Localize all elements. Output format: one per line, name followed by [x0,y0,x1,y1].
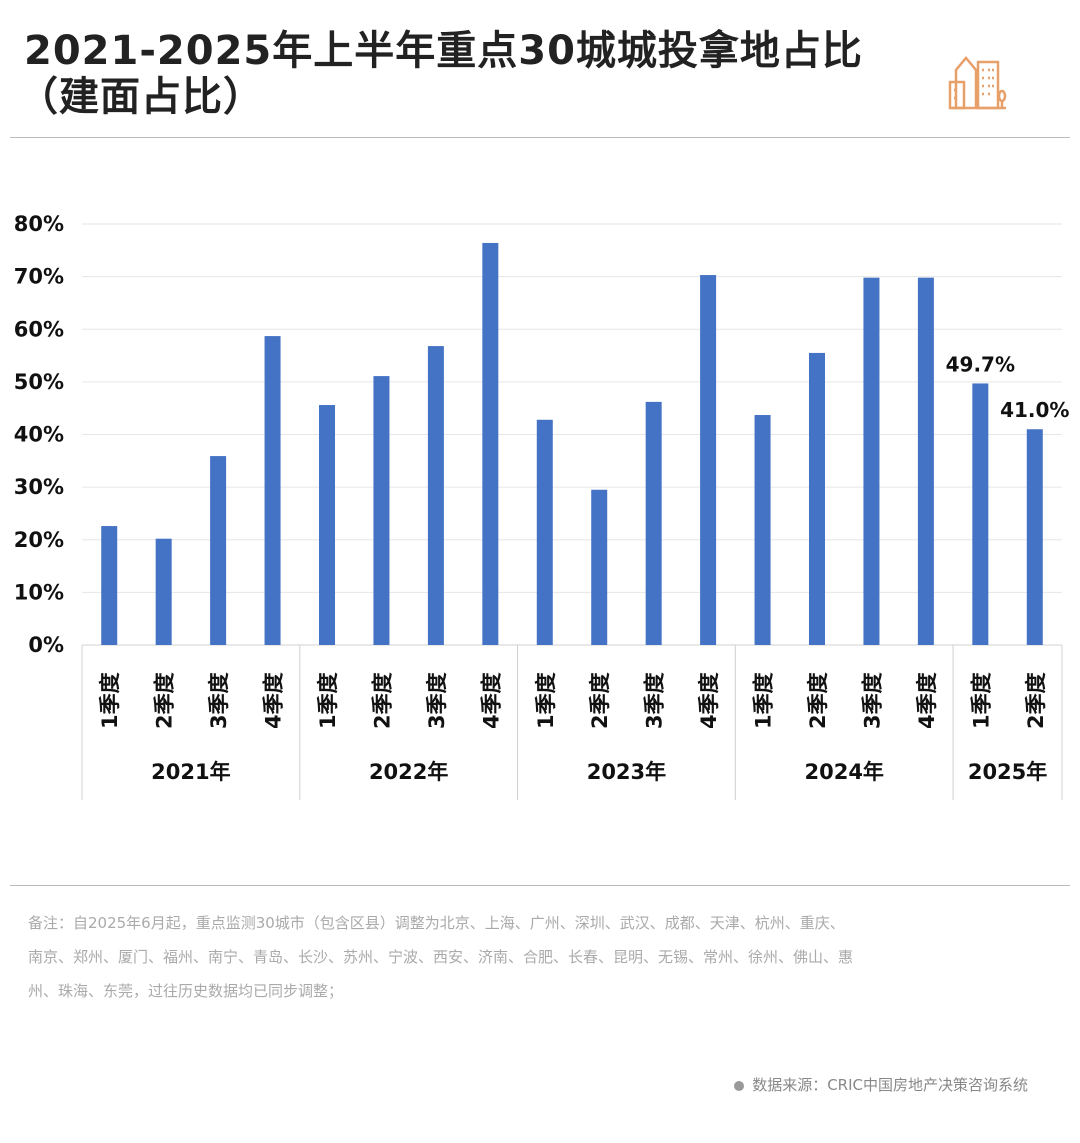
page-title: 2021-2025年上半年重点30城城投拿地占比 （建面占比） [18,28,863,120]
data-source: 数据来源：CRIC中国房地产决策咨询系统 [734,1074,1028,1095]
year-label: 2024年 [804,760,883,784]
year-label: 2021年 [151,760,230,784]
y-tick-label: 50% [14,370,64,394]
x-tick-label: 3季度 [860,672,884,729]
x-tick-label: 4季度 [697,672,721,729]
year-label: 2025年 [968,760,1047,784]
x-tick-label: 1季度 [316,672,340,729]
bar [264,336,281,645]
data-label: 41.0% [1000,398,1069,422]
x-tick-label: 3季度 [425,672,449,729]
bar [863,277,880,645]
bar [645,401,662,645]
bar [917,277,934,645]
footnote: 备注：自2025年6月起，重点监测30城市（包含区县）调整为北京、上海、广州、深… [28,914,854,1000]
x-tick-label: 3季度 [643,672,667,729]
bar [210,456,227,645]
bar [700,275,717,645]
x-tick-label: 4季度 [262,672,286,729]
bar [101,526,118,645]
data-label: 49.7% [946,352,1015,376]
y-tick-label: 10% [14,580,64,604]
bar [1026,429,1043,645]
year-label: 2023年 [587,760,666,784]
x-tick-label: 1季度 [752,672,776,729]
bar-chart: 0% 10% 20% 30% 40% 50% 60% 70% 80% 1季度 2季度 3季度 4季度 20… [14,212,1069,800]
y-tick-label: 20% [14,528,64,552]
bar [319,405,335,645]
y-tick-label: 0% [28,633,64,657]
x-tick-label: 1季度 [969,672,993,729]
x-tick-label: 2季度 [588,672,612,729]
x-tick-label: 2季度 [1024,672,1048,729]
bullet-icon [734,1080,745,1091]
bar [591,489,608,645]
city-buildings-icon [946,48,1010,116]
y-tick-label: 80% [14,212,64,236]
year-label: 2022年 [369,760,448,784]
x-tick-label: 4季度 [915,672,939,729]
bar [427,346,444,645]
y-tick-label: 40% [14,423,64,447]
source-text: 数据来源：CRIC中国房地产决策咨询系统 [752,1076,1028,1094]
y-tick-label: 70% [14,265,64,289]
bar [809,352,825,645]
bar [155,538,172,645]
bar [754,415,771,645]
x-tick-label: 2季度 [806,672,830,729]
bar [972,383,989,645]
bar [536,419,553,645]
bar [482,242,499,645]
x-tick-label: 4季度 [479,672,503,729]
footer-divider [10,885,1070,886]
x-tick-label: 1季度 [98,672,122,729]
title-line-2: （建面占比） [18,74,264,120]
x-tick-label: 2季度 [370,672,394,729]
x-tick-label: 1季度 [534,672,558,729]
x-tick-label: 3季度 [207,672,231,729]
header-divider [10,137,1070,138]
title-line-1: 2021-2025年上半年重点30城城投拿地占比 [24,28,863,74]
x-tick-label: 2季度 [153,672,177,729]
y-tick-label: 30% [14,475,64,499]
y-tick-label: 60% [14,317,64,341]
bar [373,376,390,645]
